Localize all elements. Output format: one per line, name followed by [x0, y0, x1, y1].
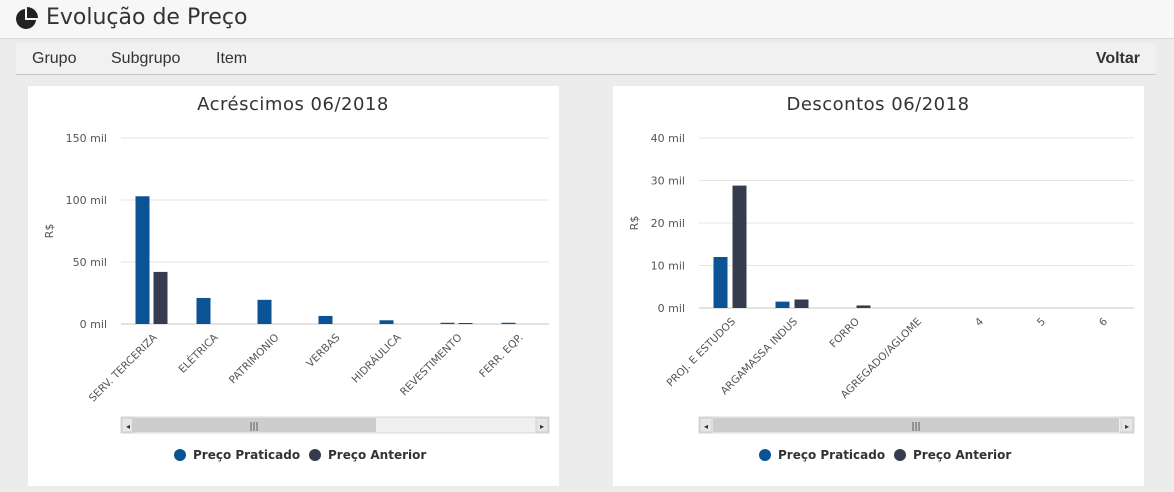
legend-marker[interactable]: [174, 449, 186, 461]
bar[interactable]: [153, 271, 168, 324]
bar[interactable]: [458, 323, 473, 324]
legend-marker[interactable]: [309, 449, 321, 461]
bar[interactable]: [257, 299, 272, 324]
scroll-right-button[interactable]: [535, 417, 549, 433]
x-tick-label: HIDRÁULICA: [349, 330, 404, 385]
scroll-right-arrow-icon: ▸: [540, 422, 544, 431]
scroll-thumb[interactable]: [713, 418, 1119, 432]
x-tick-label: PATRIMONIO: [227, 332, 282, 387]
y-tick-label: 30 mil: [651, 175, 685, 188]
x-tick-label: ELÉTRICA: [176, 330, 221, 375]
y-tick-label: 100 mil: [66, 194, 107, 207]
legend-marker[interactable]: [894, 449, 906, 461]
page-title: Evolução de Preço: [46, 5, 248, 30]
scroll-right-arrow-icon: ▸: [1125, 422, 1129, 431]
bar[interactable]: [794, 299, 809, 309]
y-tick-label: 0 mil: [658, 302, 685, 315]
x-tick-label: REVESTIMENTO: [398, 332, 465, 399]
y-tick-label: 10 mil: [651, 260, 685, 273]
scroll-grip-icon: |||: [911, 422, 920, 432]
scroll-left-arrow-icon: ◂: [704, 422, 708, 431]
title-bar: Evolução de Preço: [0, 0, 1174, 39]
y-axis-label: R$: [628, 216, 641, 231]
legend-label[interactable]: Preço Anterior: [913, 448, 1011, 462]
x-tick-label: PROJ. E ESTUDOS: [665, 315, 739, 389]
scroll-left-arrow-icon: ◂: [126, 422, 130, 431]
x-tick-label: FORRO: [827, 316, 862, 351]
descontos-chart: Descontos 06/2018 R$ 0 mil 10 mil 20 mil 30 m…: [628, 94, 1135, 462]
bar[interactable]: [501, 322, 516, 324]
legend-marker[interactable]: [759, 449, 771, 461]
scroll-left-button[interactable]: [699, 417, 713, 433]
back-button[interactable]: Voltar: [1095, 50, 1140, 67]
chart-panel-acrescimos: Acréscimos 06/2018 R$ 0 mil 50 mil 100 mil 15…: [28, 86, 559, 486]
x-tick-label: 6: [1097, 315, 1110, 328]
nav-item-grupo[interactable]: Grupo: [32, 50, 77, 67]
bar[interactable]: [732, 185, 747, 308]
legend-label[interactable]: Preço Praticado: [193, 448, 300, 462]
x-tick-label: 4: [973, 315, 986, 328]
x-tick-label: SERV. TERCERIZA: [87, 331, 160, 404]
bar[interactable]: [196, 297, 211, 324]
y-tick-label: 20 mil: [651, 217, 685, 230]
pie-chart-icon: [16, 7, 38, 29]
nav-bar: Grupo Subgrupo Item Voltar: [16, 43, 1156, 75]
scroll-grip-icon: |||: [249, 422, 258, 432]
bar[interactable]: [440, 322, 455, 324]
x-tick-label: VERBAS: [304, 331, 343, 370]
bar[interactable]: [856, 305, 871, 308]
x-tick-label: 5: [1035, 316, 1048, 329]
bar[interactable]: [135, 196, 150, 324]
y-tick-label: 40 mil: [651, 132, 685, 145]
nav-item-item[interactable]: Item: [216, 50, 248, 67]
y-tick-label: 50 mil: [73, 256, 107, 269]
bar[interactable]: [775, 301, 790, 308]
bar[interactable]: [713, 257, 728, 308]
chart-title: Descontos 06/2018: [786, 94, 969, 115]
y-axis-label: R$: [43, 224, 56, 239]
nav-item-subgrupo[interactable]: Subgrupo: [111, 50, 181, 67]
scroll-thumb[interactable]: [132, 418, 376, 432]
scroll-right-button[interactable]: [1120, 417, 1134, 433]
bar[interactable]: [318, 315, 333, 324]
y-tick-label: 0 mil: [80, 318, 107, 331]
x-tick-label: FERR. EQP.: [477, 332, 525, 380]
bar[interactable]: [379, 320, 394, 324]
legend-label[interactable]: Preço Praticado: [778, 448, 885, 462]
acrescimos-chart: Acréscimos 06/2018 R$ 0 mil 50 mil 100 mil 15…: [43, 94, 550, 462]
chart-title: Acréscimos 06/2018: [197, 94, 389, 115]
legend-label[interactable]: Preço Anterior: [328, 448, 426, 462]
chart-panel-descontos: Descontos 06/2018 R$ 0 mil 10 mil 20 mil 30 m…: [613, 86, 1144, 486]
y-tick-label: 150 mil: [66, 132, 107, 145]
